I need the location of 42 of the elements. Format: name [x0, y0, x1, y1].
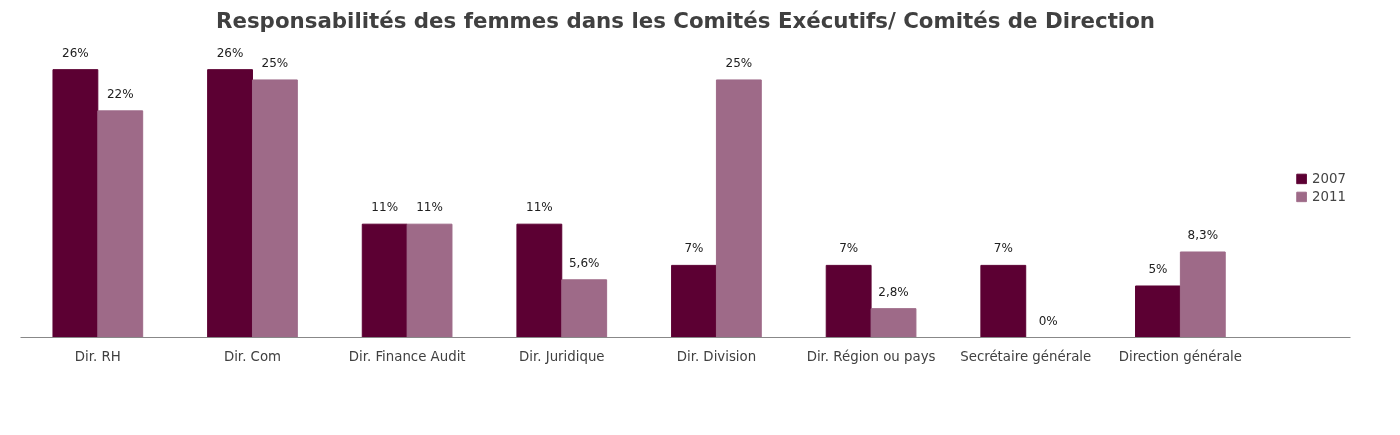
bar — [715, 79, 762, 338]
x-tick-label: Dir. Juridique — [519, 348, 605, 364]
chart-title: Responsabilités des femmes dans les Comités Exécutifs/ Comités de Direction — [216, 7, 1155, 33]
x-tick-label: Dir. Com — [223, 348, 282, 364]
legend-label: 2011 — [1312, 188, 1346, 204]
data-label: 22% — [106, 86, 134, 101]
data-label: 5,6% — [568, 255, 600, 270]
x-tick-label: Dir. Division — [676, 348, 757, 364]
bar — [97, 110, 144, 338]
bar — [825, 264, 872, 338]
bar — [1135, 285, 1181, 338]
data-label: 8,3% — [1187, 227, 1219, 242]
data-label: 11% — [416, 200, 443, 215]
legend-label: 2007 — [1312, 170, 1346, 186]
bar — [561, 279, 608, 338]
data-label: 5% — [1148, 261, 1168, 276]
x-tick-label: Secrétaire générale — [960, 348, 1092, 364]
data-label: 7% — [993, 241, 1013, 256]
x-tick-label: Dir. Région ou pays — [806, 348, 936, 364]
data-label: 25% — [261, 55, 289, 70]
bar — [516, 223, 563, 338]
x-tick-label: Dir. Finance Audit — [348, 348, 466, 364]
bar — [361, 223, 408, 338]
bar — [870, 308, 917, 338]
data-label: 7% — [839, 241, 859, 256]
bar — [52, 69, 99, 338]
data-label: 0% — [1038, 313, 1058, 328]
bar — [1179, 251, 1226, 338]
data-label: 11% — [526, 200, 553, 215]
data-label: 26% — [216, 45, 244, 60]
bar — [251, 79, 298, 338]
data-label: 11% — [371, 200, 399, 215]
x-tick-label: Direction générale — [1118, 348, 1243, 364]
data-label: 2,8% — [878, 284, 909, 299]
x-tick-label: Dir. RH — [74, 348, 121, 364]
data-label: 26% — [62, 45, 89, 60]
bar — [671, 264, 717, 338]
data-label: 7% — [684, 241, 704, 256]
bar — [207, 69, 253, 338]
bar — [980, 264, 1027, 338]
data-label: 25% — [725, 55, 753, 70]
bar — [406, 223, 453, 338]
